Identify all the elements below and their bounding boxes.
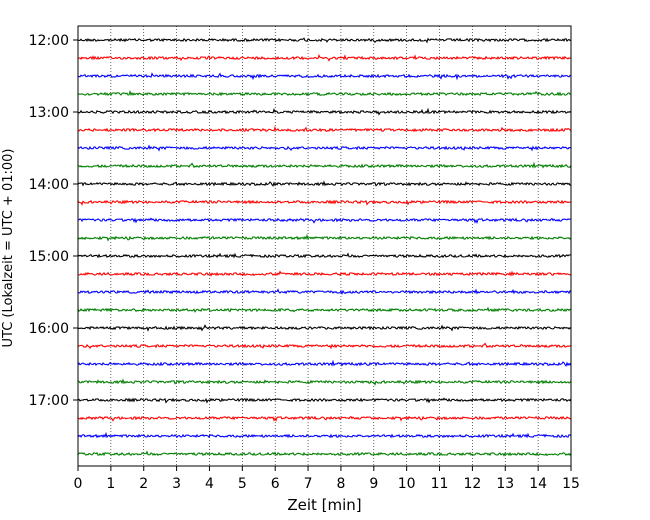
trace-1745	[77, 450, 572, 457]
y-tick-label: 14:00	[29, 177, 69, 193]
x-axis-label: Zeit [min]	[287, 496, 361, 514]
trace-1500	[77, 252, 572, 259]
y-tick-label: 12:00	[29, 33, 69, 49]
trace-1700	[77, 397, 572, 404]
trace-1415	[77, 199, 572, 206]
x-tick-label: 0	[74, 476, 83, 492]
trace-1730	[77, 431, 572, 439]
x-tick-label: 7	[304, 476, 313, 492]
trace-1645	[77, 378, 572, 386]
x-tick-label: 11	[431, 476, 449, 492]
x-tick-label: 12	[463, 476, 481, 492]
trace-1230	[77, 72, 572, 81]
trace-1400	[77, 180, 572, 187]
y-axis-ticks: 12:00 13:00 14:00 15:00 16:00 17:00	[29, 33, 78, 409]
trace-1245	[77, 89, 572, 97]
x-tick-label: 15	[562, 476, 580, 492]
trace-1530	[77, 288, 572, 295]
trace-1330	[77, 144, 572, 152]
x-tick-label: 8	[336, 476, 345, 492]
trace-1315	[77, 125, 572, 133]
x-tick-label: 3	[172, 476, 181, 492]
trace-1630	[77, 359, 572, 367]
trace-1515	[77, 270, 572, 277]
vertical-grid	[110, 26, 539, 466]
x-tick-label: 1	[106, 476, 115, 492]
trace-1545	[77, 306, 572, 313]
trace-1715	[77, 415, 572, 423]
y-tick-label: 13:00	[29, 105, 69, 121]
trace-1615	[77, 342, 572, 350]
x-tick-label: 6	[271, 476, 280, 492]
trace-1430	[77, 217, 571, 225]
x-tick-label: 14	[529, 476, 547, 492]
plot-frame	[77, 25, 572, 467]
x-tick-label: 13	[496, 476, 514, 492]
trace-1300	[77, 107, 572, 116]
trace-1600	[77, 324, 572, 332]
y-tick-label: 15:00	[29, 249, 69, 265]
y-axis-label: UTC (Lokalzeit = UTC + 01:00)	[1, 149, 16, 348]
x-tick-label: 2	[139, 476, 148, 492]
x-tick-label: 4	[205, 476, 214, 492]
y-tick-label: 17:00	[29, 393, 69, 409]
trace-1445	[77, 233, 572, 242]
y-tick-label: 16:00	[29, 321, 69, 337]
trace-1215	[77, 53, 572, 62]
trace-1200	[77, 37, 572, 44]
x-tick-label: 5	[238, 476, 247, 492]
x-tick-label: 10	[398, 476, 416, 492]
seismic-traces	[77, 37, 572, 457]
trace-1345	[77, 161, 572, 169]
x-axis-ticks: 0 1 2 3 4 5 6 7 8 9 10 11 12 13 14 15	[74, 466, 580, 492]
x-tick-label: 9	[369, 476, 378, 492]
